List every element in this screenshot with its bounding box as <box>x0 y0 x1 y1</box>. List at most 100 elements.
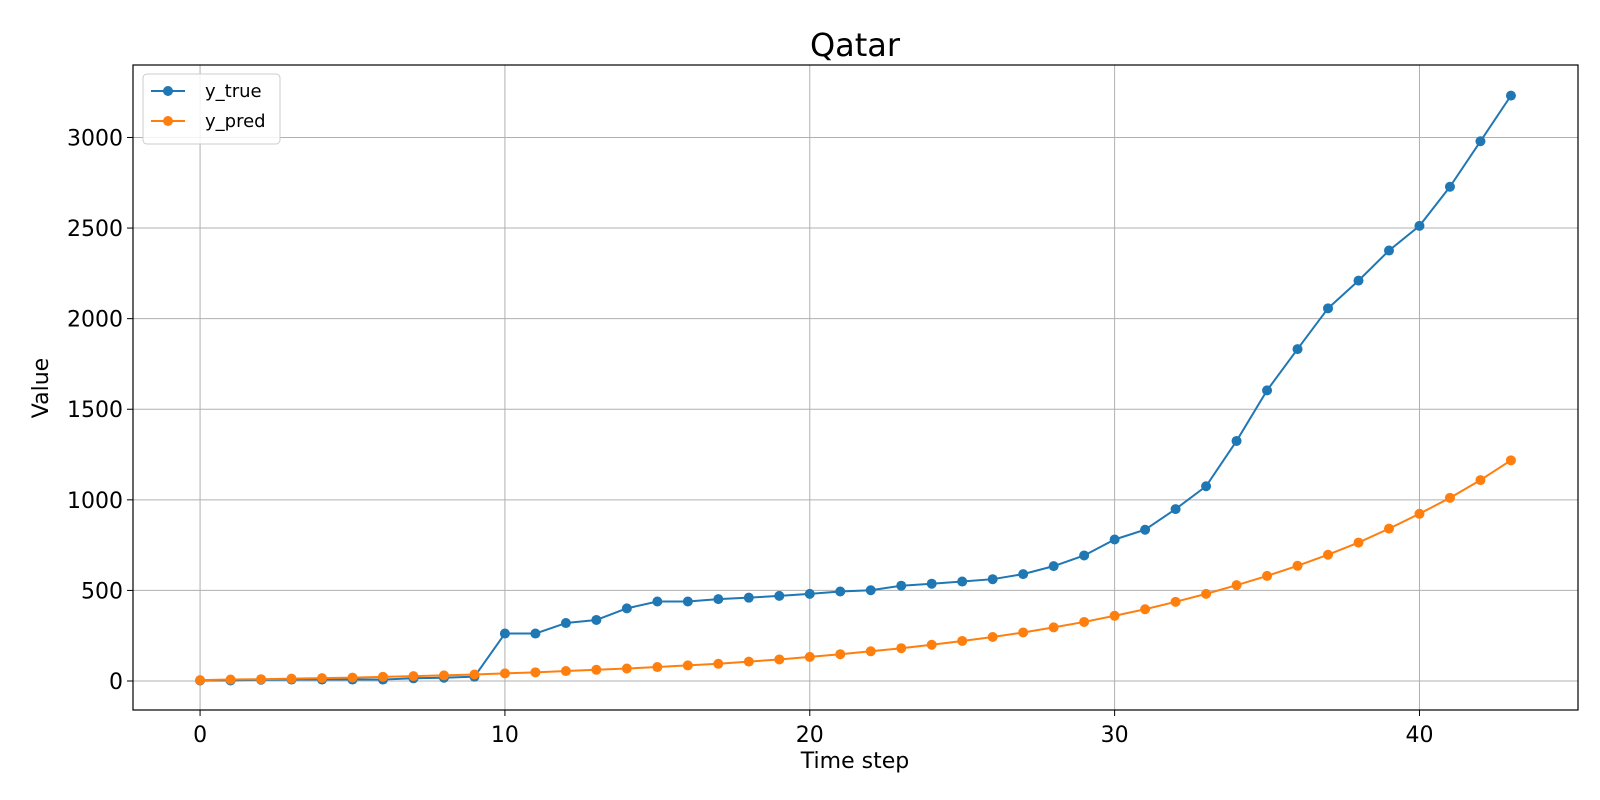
data-point <box>957 635 968 646</box>
grid-lines <box>133 65 1578 710</box>
data-point <box>1475 475 1486 486</box>
data-point <box>591 614 602 625</box>
data-point <box>1079 550 1090 561</box>
data-point <box>1475 136 1486 147</box>
data-point <box>469 669 480 680</box>
data-point <box>987 631 998 642</box>
data-point <box>1292 344 1303 355</box>
data-point <box>1048 561 1059 572</box>
data-point <box>743 656 754 667</box>
data-point <box>774 654 785 665</box>
data-point <box>682 660 693 671</box>
data-point <box>743 592 754 603</box>
data-point <box>1109 534 1120 545</box>
y-tick-label: 0 <box>109 670 123 695</box>
data-point <box>682 596 693 607</box>
series-layer <box>195 90 1516 686</box>
data-point <box>1353 275 1364 286</box>
series-y_pred <box>195 455 1516 686</box>
chart-title: Qatar <box>810 26 901 64</box>
series-y_true <box>195 90 1516 686</box>
data-point <box>377 671 388 682</box>
data-point <box>835 649 846 660</box>
data-point <box>804 588 815 599</box>
data-point <box>774 590 785 601</box>
series-line <box>200 95 1512 682</box>
data-point <box>530 667 541 678</box>
data-point <box>621 663 632 674</box>
x-tick-label: 10 <box>491 723 519 748</box>
y-tick-label: 2000 <box>67 308 123 333</box>
y-tick-label: 1000 <box>67 489 123 514</box>
data-point <box>1201 588 1212 599</box>
data-point <box>1140 524 1151 535</box>
legend-label: y_pred <box>205 111 266 132</box>
legend-swatch-marker <box>163 116 173 126</box>
legend-swatch-marker <box>163 86 173 96</box>
x-tick-label: 0 <box>193 723 207 748</box>
data-point <box>1018 627 1029 638</box>
data-point <box>621 603 632 614</box>
series-line <box>200 459 1512 682</box>
legend: y_true y_pred <box>142 73 281 145</box>
legend-item: y_pred <box>151 111 266 132</box>
data-point <box>835 586 846 597</box>
data-point <box>317 673 328 684</box>
x-tick-label: 20 <box>796 723 824 748</box>
y-tick-label: 1500 <box>67 398 123 423</box>
data-point <box>1048 622 1059 633</box>
data-point <box>865 646 876 657</box>
data-point <box>1231 435 1242 446</box>
data-point <box>195 675 206 686</box>
data-point <box>1414 220 1425 231</box>
data-point <box>530 628 541 639</box>
data-point <box>713 594 724 605</box>
plot-frame <box>132 64 1579 711</box>
data-point <box>1323 303 1334 314</box>
y-axis-label: Value <box>29 358 54 418</box>
data-point <box>957 576 968 587</box>
data-point <box>896 643 907 654</box>
data-point <box>1323 549 1334 560</box>
data-point <box>1444 181 1455 192</box>
data-point <box>499 668 510 679</box>
data-point <box>652 596 663 607</box>
data-point <box>896 580 907 591</box>
y-tick-label: 2500 <box>67 217 123 242</box>
data-point <box>1262 385 1273 396</box>
data-point <box>1383 523 1394 534</box>
data-point <box>256 674 267 685</box>
data-point <box>1170 596 1181 607</box>
y-tick-label: 3000 <box>67 126 123 151</box>
data-point <box>499 628 510 639</box>
data-point <box>1079 616 1090 627</box>
data-point <box>1109 610 1120 621</box>
data-point <box>1170 504 1181 515</box>
x-axis-label: Time step <box>800 749 909 774</box>
data-point <box>926 578 937 589</box>
data-point <box>987 574 998 585</box>
data-point <box>286 673 297 684</box>
data-point <box>225 674 236 685</box>
data-point <box>408 671 419 682</box>
data-point <box>560 666 571 677</box>
data-point <box>1140 604 1151 615</box>
data-point <box>1353 537 1364 548</box>
axis-ticks: 0 10 20 30 40 0 500 1000 1500 2000 2500 3000 <box>67 126 1433 748</box>
legend-item: y_true <box>151 81 262 102</box>
data-point <box>1505 90 1516 101</box>
plot-background <box>133 65 1578 710</box>
data-point <box>713 658 724 669</box>
data-point <box>865 585 876 596</box>
data-point <box>926 639 937 650</box>
data-point <box>1444 492 1455 503</box>
data-point <box>347 672 358 683</box>
data-point <box>1262 570 1273 581</box>
x-tick-label: 40 <box>1405 723 1433 748</box>
data-point <box>1414 508 1425 519</box>
data-point <box>652 662 663 673</box>
data-point <box>591 664 602 675</box>
y-tick-label: 500 <box>81 579 123 604</box>
data-point <box>438 670 449 681</box>
